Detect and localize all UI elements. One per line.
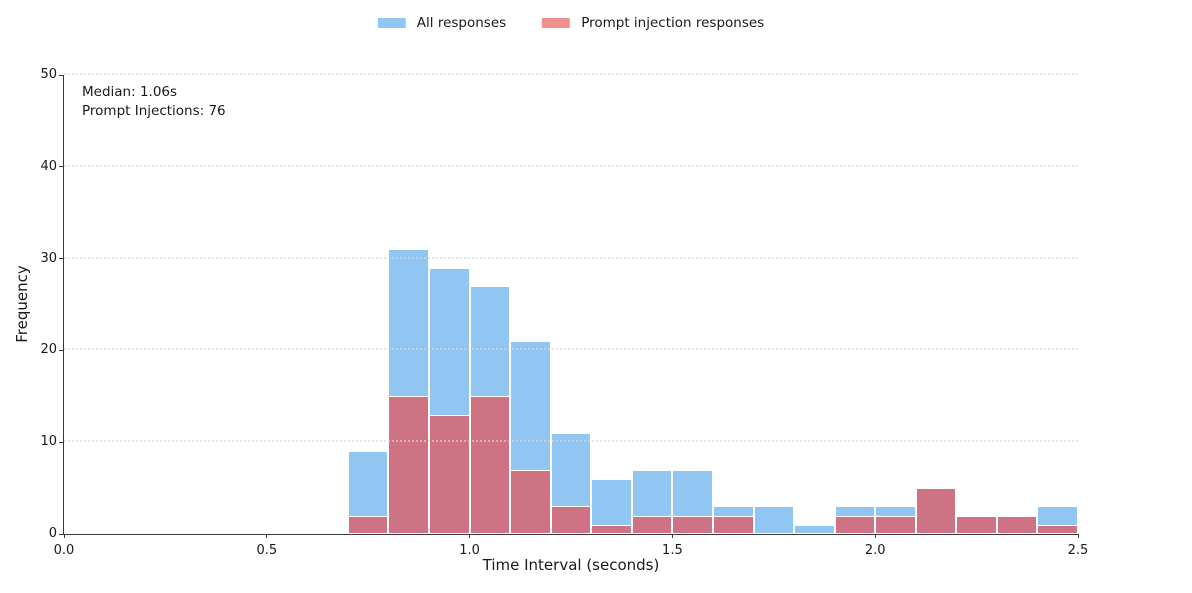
bar-prompt-injection-responses (672, 515, 713, 534)
legend-label-prompt-injection: Prompt injection responses (581, 15, 765, 31)
bar-prompt-injection-responses (712, 515, 754, 534)
bar-all-responses (591, 478, 632, 534)
x-tick-label: 1.5 (662, 543, 683, 558)
x-tick-label: 0.0 (53, 543, 75, 558)
x-tick-label: 2.0 (864, 543, 886, 558)
bar-all-responses (794, 524, 835, 534)
y-tick-label: 10 (40, 434, 57, 450)
stats-annotation: Median: 1.06s Prompt Injections: 76 (82, 83, 226, 120)
y-tick-mark (59, 258, 63, 260)
y-tick-label: 30 (40, 250, 57, 266)
gridline (64, 73, 1078, 75)
legend-label-all-responses: All responses (416, 15, 507, 31)
y-tick-mark (59, 74, 63, 76)
median-annotation: Median: 1.06s (82, 84, 178, 100)
legend: All responses Prompt injection responses (377, 15, 764, 31)
x-tick-mark (63, 534, 65, 538)
bar-prompt-injection-responses (388, 396, 430, 534)
legend-swatch-all-responses-icon (377, 18, 406, 28)
x-tick-mark (469, 534, 471, 538)
y-axis-spine (63, 75, 64, 535)
bar-prompt-injection-responses (347, 515, 389, 534)
x-tick-label: 0.5 (256, 543, 278, 558)
bar-prompt-injection-responses (1037, 524, 1078, 534)
x-tick-mark (1077, 534, 1079, 538)
gridline (64, 256, 1078, 259)
bar-prompt-injection-responses (875, 515, 916, 534)
x-tick-mark (671, 534, 673, 538)
x-tick-mark (874, 534, 876, 538)
bar-all-responses (753, 506, 795, 534)
y-tick-label: 50 (40, 67, 57, 82)
bar-prompt-injection-responses (956, 515, 997, 534)
bar-prompt-injection-responses (996, 515, 1038, 534)
bar-prompt-injection-responses (429, 414, 470, 534)
x-tick-label: 1.0 (459, 543, 480, 558)
plot-area: Median: 1.06s Prompt Injections: 76 0.0 0… (54, 73, 1088, 558)
legend-swatch-prompt-injection-icon (542, 18, 571, 28)
gridline (64, 440, 1078, 443)
bar-prompt-injection-responses (631, 515, 673, 534)
x-axis-spine (63, 534, 1079, 535)
y-tick-label: 20 (40, 342, 57, 358)
bar-prompt-injection-responses (591, 524, 632, 534)
x-tick-label: 2.5 (1067, 543, 1089, 558)
legend-item-prompt-injection-responses: Prompt injection responses (542, 15, 764, 31)
y-tick-mark (59, 166, 63, 168)
y-axis-title: Frequency (13, 265, 31, 343)
y-tick-mark (59, 533, 63, 535)
bar-prompt-injection-responses (550, 506, 592, 534)
injection-count-annotation: Prompt Injections: 76 (82, 102, 226, 119)
bar-prompt-injection-responses (469, 396, 511, 534)
y-tick-mark (59, 349, 63, 351)
x-tick-mark (266, 534, 268, 538)
y-tick-mark (59, 441, 63, 443)
gridline (64, 348, 1078, 351)
y-tick-label: 40 (40, 158, 57, 174)
x-axis-title: Time Interval (seconds) (482, 556, 660, 574)
bar-prompt-injection-responses (834, 515, 876, 534)
y-tick-labels: 0 10 20 30 40 50 (0, 67, 57, 541)
bar-prompt-injection-responses (915, 488, 957, 534)
gridline (64, 164, 1078, 167)
y-tick-label: 0 (48, 526, 57, 541)
legend-item-all-responses: All responses (377, 15, 507, 31)
bar-prompt-injection-responses (510, 469, 551, 534)
